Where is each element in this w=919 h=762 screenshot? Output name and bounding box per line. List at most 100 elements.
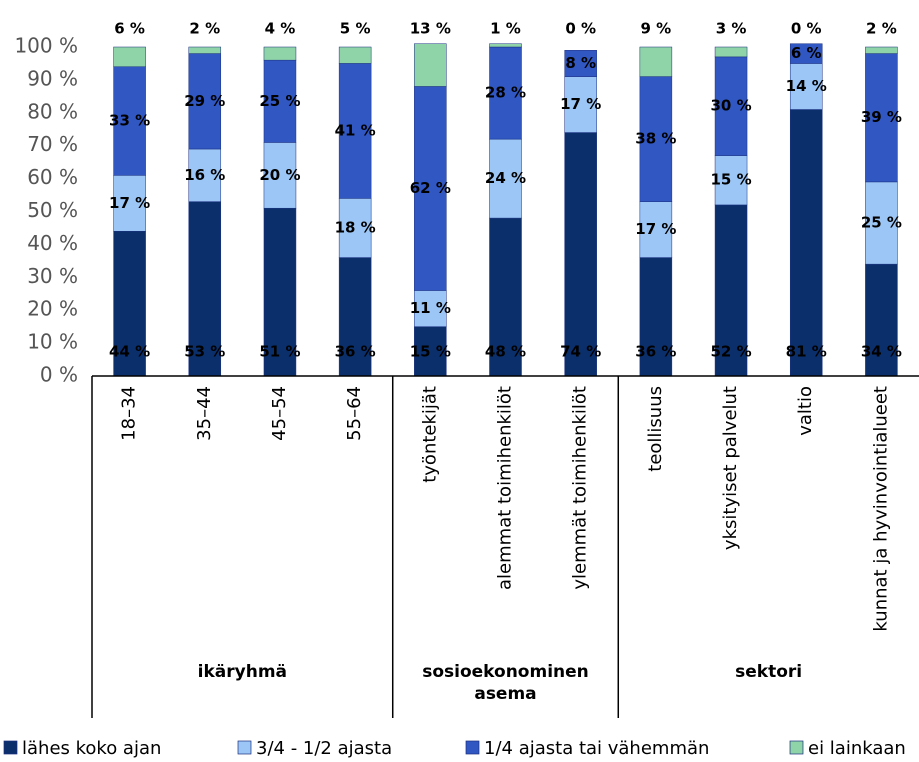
- value-label: 28 %: [485, 84, 526, 102]
- value-label: 33 %: [109, 112, 150, 130]
- bar-segment: [489, 43, 522, 48]
- bar-segment: [263, 46, 297, 61]
- value-label: 74 %: [560, 343, 601, 361]
- value-label: 18 %: [335, 218, 376, 236]
- x-tick-label: 18–34: [119, 386, 140, 441]
- bar-segment: [564, 50, 597, 77]
- bar-segment: [489, 46, 522, 140]
- x-tick-label: ylemmät toimihenkilöt: [570, 386, 591, 590]
- x-tick-label: työntekijät: [419, 386, 440, 483]
- bar-segment: [113, 230, 146, 377]
- group-label: sektori: [735, 662, 802, 682]
- bar-segment: [489, 217, 522, 377]
- bar-segment: [188, 46, 222, 54]
- bar-segment: [338, 63, 372, 199]
- bar-segment: [789, 43, 823, 64]
- value-label: 30 %: [710, 97, 751, 115]
- value-label: 39 %: [861, 108, 902, 126]
- bar-segment: [714, 56, 748, 156]
- value-label: 34 %: [861, 343, 902, 361]
- value-label: 25 %: [861, 214, 902, 232]
- value-label: 3 %: [716, 20, 747, 38]
- legend-swatch: [465, 740, 480, 755]
- y-tick-label: 40 %: [27, 231, 78, 255]
- value-label: 5 %: [340, 20, 371, 38]
- x-tick-label: 45–54: [269, 386, 290, 441]
- bar-segment: [639, 76, 673, 202]
- value-label: 48 %: [485, 343, 526, 361]
- bar-segment: [113, 46, 146, 67]
- bar-segment: [188, 53, 222, 150]
- bar-segment: [263, 142, 297, 209]
- bar-segment: [865, 263, 898, 377]
- x-tick-label: teollisuus: [645, 386, 666, 472]
- bar-segment: [113, 175, 146, 232]
- x-tick-label: alemmat toimihenkilöt: [495, 386, 516, 590]
- bar-segment: [865, 181, 898, 265]
- bar-segment: [188, 148, 222, 202]
- bar-segment: [714, 204, 748, 377]
- legend-swatch: [237, 740, 252, 755]
- value-label: 11 %: [410, 299, 451, 317]
- value-label: 36 %: [635, 343, 676, 361]
- bar-segment: [564, 132, 597, 377]
- bar-segment: [865, 46, 898, 54]
- value-label: 20 %: [259, 166, 300, 184]
- bar-segment: [489, 138, 522, 219]
- x-tick-label: 55–64: [344, 386, 365, 441]
- value-label: 41 %: [335, 121, 376, 139]
- legend-label: 3/4 - 1/2 ajasta: [256, 738, 392, 759]
- bar-segment: [414, 43, 447, 87]
- bar-segment: [639, 257, 673, 377]
- y-tick-label: 20 %: [27, 297, 78, 321]
- value-label: 17 %: [635, 220, 676, 238]
- value-label: 4 %: [265, 20, 296, 38]
- value-label: 17 %: [109, 194, 150, 212]
- bar-segment: [263, 59, 297, 143]
- legend-label: lähes koko ajan: [22, 738, 161, 759]
- x-tick-label: yksityiset palvelut: [720, 386, 741, 550]
- value-label: 24 %: [485, 169, 526, 187]
- bar-segment: [338, 46, 372, 64]
- bar-segment: [414, 326, 447, 377]
- value-label: 38 %: [635, 130, 676, 148]
- value-label: 0 %: [565, 20, 596, 38]
- y-tick-label: 0 %: [40, 363, 78, 387]
- value-label: 25 %: [259, 92, 300, 110]
- value-label: 81 %: [786, 343, 827, 361]
- group-label: sosioekonominen asema: [422, 662, 589, 704]
- legend-label: ei lainkaan: [808, 738, 906, 759]
- value-label: 1 %: [490, 20, 521, 38]
- value-label: 36 %: [335, 343, 376, 361]
- x-tick-label: kunnat ja hyvinvointialueet: [870, 386, 891, 632]
- bar-segment: [414, 86, 447, 291]
- value-label: 44 %: [109, 343, 150, 361]
- legend-swatch: [3, 740, 18, 755]
- x-tick-label: 35–44: [194, 386, 215, 441]
- y-tick-label: 100 %: [14, 34, 78, 58]
- value-label: 62 %: [410, 179, 451, 197]
- legend-swatch: [789, 740, 804, 755]
- value-label: 15 %: [710, 171, 751, 189]
- bar-segment: [639, 46, 673, 77]
- y-tick-label: 80 %: [27, 99, 78, 123]
- value-label: 2 %: [866, 20, 897, 38]
- value-label: 53 %: [184, 343, 225, 361]
- y-tick-label: 30 %: [27, 264, 78, 288]
- bar-segment: [714, 155, 748, 206]
- y-tick-label: 90 %: [27, 66, 78, 90]
- y-tick-label: 10 %: [27, 330, 78, 354]
- bar-segment: [789, 63, 823, 110]
- value-label: 15 %: [410, 343, 451, 361]
- bar-segment: [338, 198, 372, 258]
- y-tick-label: 60 %: [27, 165, 78, 189]
- value-label: 6 %: [114, 20, 145, 38]
- y-tick-label: 70 %: [27, 132, 78, 156]
- group-label: ikäryhmä: [198, 662, 287, 682]
- bar-segment: [188, 201, 222, 377]
- bar-segment: [564, 76, 597, 133]
- value-label: 17 %: [560, 95, 601, 113]
- value-label: 51 %: [259, 343, 300, 361]
- value-label: 13 %: [410, 20, 451, 38]
- legend-label: 1/4 ajasta tai vähemmän: [484, 738, 709, 759]
